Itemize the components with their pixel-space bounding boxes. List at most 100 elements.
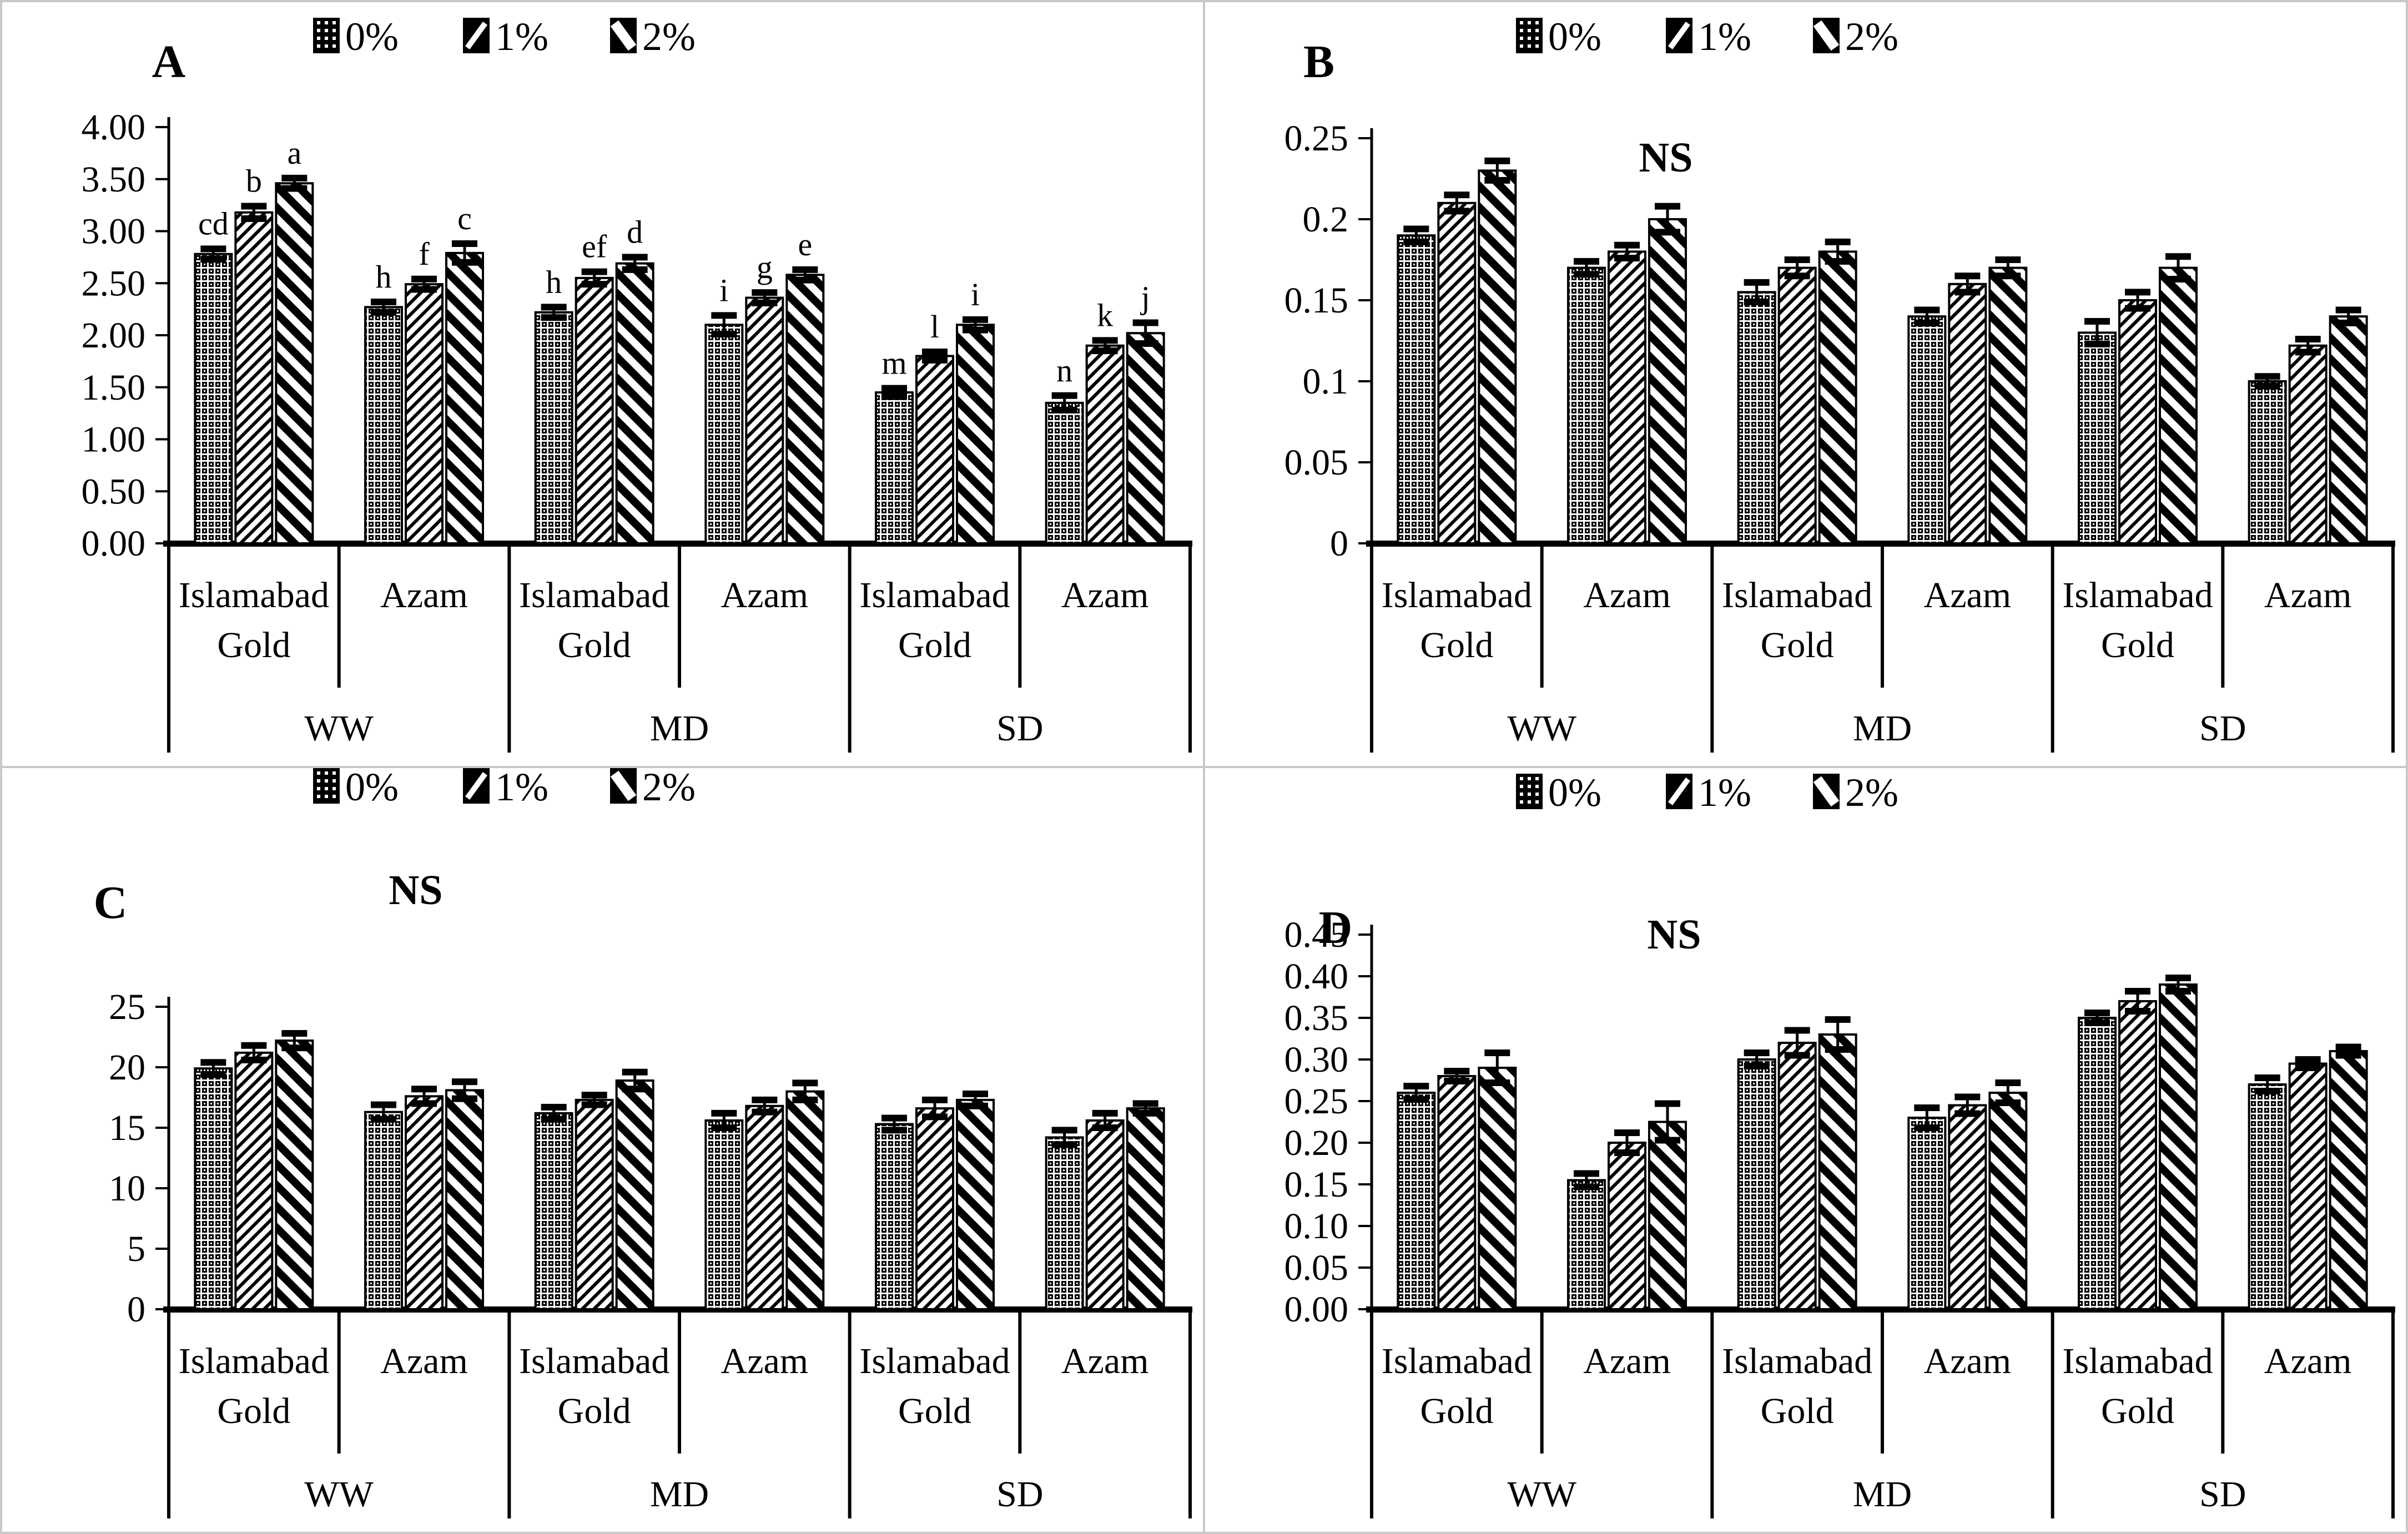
x-treatment-label: WW [1507, 1474, 1576, 1515]
legend-item [1666, 774, 1692, 809]
bar [1085, 1119, 1125, 1310]
bar [1948, 282, 1987, 544]
significance-letter: m [881, 345, 906, 381]
significance-letter: j [1140, 280, 1150, 316]
x-cultivar-label: Islamabad [859, 575, 1010, 615]
error-bar [1092, 1109, 1118, 1131]
bar [234, 211, 274, 544]
x-cultivar-label: Azam [1924, 575, 2012, 615]
x-cultivar-label: Azam [1583, 1341, 1671, 1381]
x-cultivar-label: Islamabad [859, 1341, 1010, 1381]
error-bar [200, 245, 226, 263]
legend-item [610, 18, 637, 53]
y-tick-label: 0.1 [1303, 361, 1349, 402]
bar [2118, 1000, 2157, 1310]
y-tick-label: 1.00 [82, 420, 146, 460]
bar [956, 1098, 995, 1310]
error-bar [2084, 317, 2110, 347]
panel-letter: C [94, 877, 128, 929]
error-bar [200, 1059, 226, 1078]
y-tick-label: 5 [127, 1229, 145, 1269]
bar [194, 253, 233, 544]
significance-letter: i [719, 272, 728, 308]
error-bar [1744, 1049, 1770, 1069]
x-treatment-label: SD [996, 708, 1043, 749]
x-cultivar-label: Azam [2264, 1341, 2352, 1381]
error-bar [241, 1042, 267, 1063]
bar [534, 1112, 573, 1311]
bar [1045, 401, 1084, 544]
error-bar [2165, 253, 2191, 283]
bar [534, 311, 573, 544]
error-bar [881, 385, 907, 400]
error-bar [1484, 1049, 1510, 1086]
x-cultivar-label: Islamabad [1722, 575, 1872, 615]
y-tick-label: 0.10 [1284, 1206, 1349, 1247]
error-bar [2254, 373, 2280, 390]
y-tick-label: 0.15 [1284, 280, 1349, 321]
bar [1397, 234, 1436, 544]
bar [2078, 331, 2117, 545]
x-treatment-label: SD [996, 1474, 1043, 1515]
bar [445, 251, 484, 544]
y-tick-label: 20 [109, 1047, 145, 1088]
error-bar [1954, 273, 1981, 296]
bar [1988, 266, 2028, 544]
significance-letter: h [376, 259, 392, 295]
error-bar [1574, 1170, 1599, 1190]
error-bar [1655, 1100, 1680, 1144]
legend-label: 0% [345, 14, 399, 59]
significance-letter: e [798, 226, 812, 263]
error-bar [622, 1068, 648, 1093]
x-cultivar-label: Azam [380, 575, 468, 615]
x-cultivar-label: Gold [558, 1391, 631, 1431]
y-tick-label: 4.00 [82, 107, 146, 148]
error-bar [281, 1030, 308, 1052]
panel-A: 0% 1% 2% A 0.00 0.50 1.00 1.50 2.00 2.50 3.00 3.50 4… [2, 2, 1203, 766]
x-treatment-label: WW [304, 1474, 374, 1515]
legend-item [313, 768, 340, 804]
error-bar [452, 1078, 477, 1102]
legend-item [1516, 18, 1543, 53]
error-bar [1403, 225, 1429, 245]
x-cultivar-label: Islamabad [1382, 1341, 1532, 1381]
error-bar [1995, 256, 2021, 280]
legend-item [1666, 18, 1692, 53]
x-treatment-label: SD [2199, 708, 2246, 749]
bar [1818, 1033, 1857, 1310]
error-bar [581, 268, 607, 288]
error-bar [1403, 1083, 1429, 1103]
legend-label: 1% [1698, 14, 1751, 59]
bar [785, 1090, 825, 1310]
significance-letter: b [246, 163, 262, 199]
x-cultivar-label: Gold [558, 625, 631, 665]
bar [2329, 315, 2368, 544]
y-tick-label: 0 [127, 1289, 145, 1330]
x-treatment-label: MD [1853, 708, 1912, 749]
panel-C: 0% 1% 2% C NS 0 5 10 15 20 25 Islamabad Gold Azam Isla… [2, 768, 1203, 1532]
error-bar [1444, 191, 1470, 215]
bar [2288, 1062, 2328, 1310]
error-bar [2295, 1056, 2321, 1071]
bar [2248, 380, 2287, 544]
error-bar [1825, 238, 1851, 265]
legend-label: 2% [1845, 14, 1898, 59]
x-cultivar-label: Azam [1061, 575, 1149, 615]
bar [915, 355, 954, 544]
legend-label: 2% [1845, 770, 1898, 815]
error-bar [241, 203, 267, 222]
error-bar [881, 1114, 907, 1134]
bar [275, 182, 314, 544]
x-cultivar-label: Azam [1924, 1341, 2012, 1381]
error-bar [2335, 1043, 2361, 1059]
bar [615, 262, 654, 544]
bar [1567, 1179, 1606, 1310]
x-cultivar-label: Azam [1583, 575, 1671, 615]
error-bar [2125, 988, 2150, 1015]
error-bar [711, 312, 737, 338]
bar [2288, 344, 2328, 544]
legend-item [1813, 18, 1840, 53]
bar [1126, 332, 1165, 544]
bar [2159, 266, 2198, 544]
